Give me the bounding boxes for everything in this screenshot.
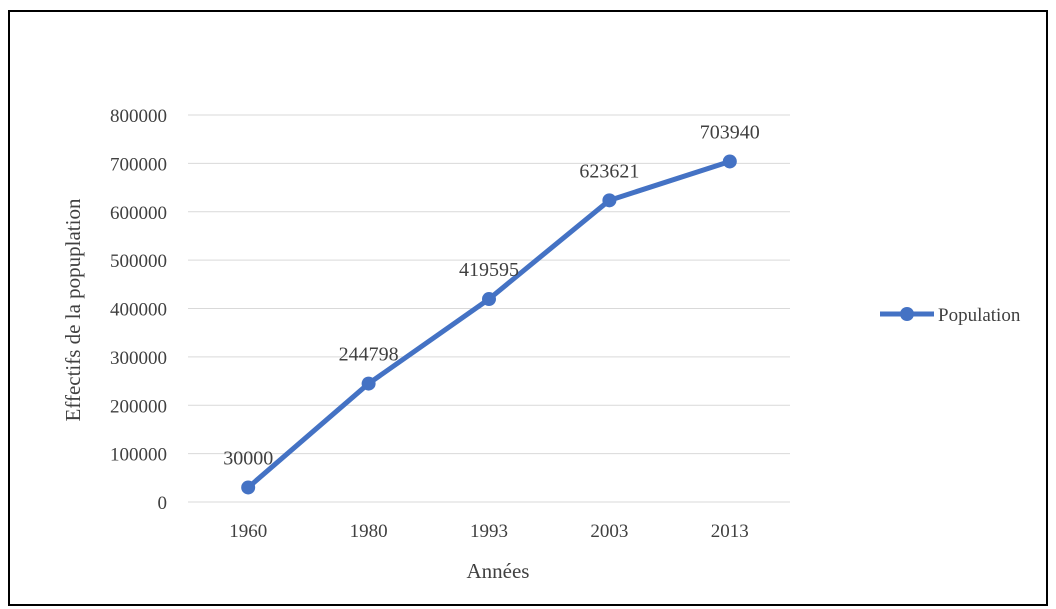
data-label: 623621: [579, 160, 639, 182]
data-labels: 30000 244798 419595 623621 703940: [223, 121, 760, 469]
series-population: [241, 154, 737, 495]
data-point: [361, 376, 376, 391]
x-tick-label: 2013: [711, 521, 749, 542]
y-tick-label: 0: [158, 493, 168, 514]
y-tick-label: 100000: [110, 445, 167, 466]
y-axis-title: Effectifs de la popuplation: [61, 198, 85, 421]
y-tick-label: 300000: [110, 348, 167, 369]
x-axis-title: Années: [467, 559, 530, 583]
legend-entry-population: Population: [938, 305, 1021, 326]
y-axis-ticks: 0 100000 200000 300000 400000 500000 600000 700…: [110, 106, 167, 514]
x-tick-label: 2003: [590, 521, 628, 542]
data-point: [722, 154, 737, 169]
legend: Population: [880, 305, 1021, 326]
y-tick-label: 600000: [110, 203, 167, 224]
data-point: [241, 480, 256, 495]
legend-point-marker: [900, 307, 914, 321]
y-tick-label: 800000: [110, 106, 167, 127]
x-tick-label: 1960: [229, 521, 267, 542]
data-label: 30000: [223, 447, 273, 469]
data-label: 244798: [339, 344, 399, 366]
data-label: 419595: [459, 259, 519, 281]
y-tick-label: 400000: [110, 300, 167, 321]
x-tick-label: 1980: [350, 521, 388, 542]
data-point: [482, 292, 496, 307]
y-tick-label: 700000: [110, 154, 167, 175]
data-point: [602, 193, 617, 208]
data-label: 703940: [700, 121, 760, 143]
y-tick-label: 500000: [110, 251, 167, 272]
series-line: [245, 158, 733, 490]
y-tick-label: 200000: [110, 396, 167, 417]
x-tick-label: 1993: [470, 521, 508, 542]
x-axis-ticks: 1960 1980 1993 2003 2013: [229, 521, 749, 542]
